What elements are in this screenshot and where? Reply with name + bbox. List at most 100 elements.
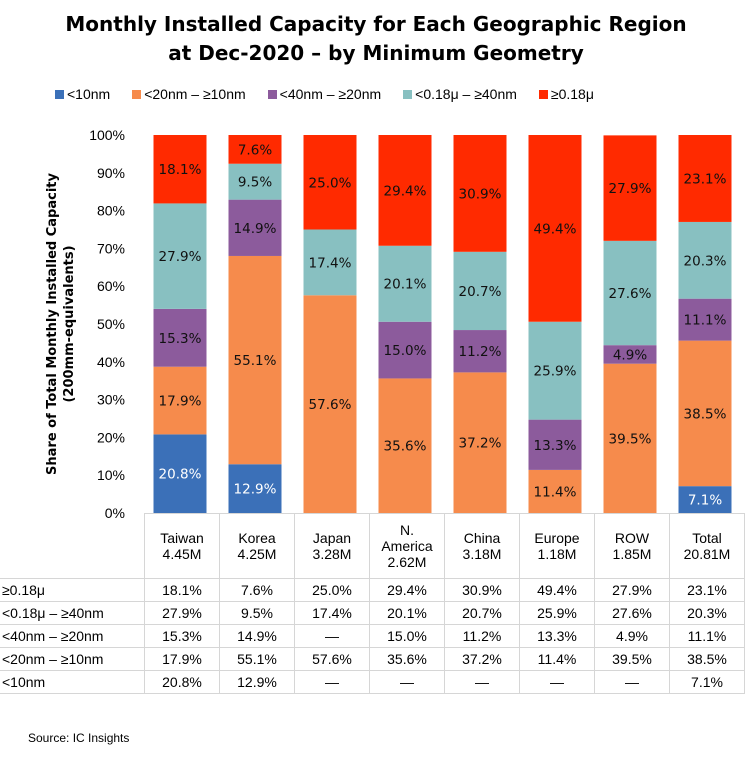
table-cell: 18.1% — [144, 578, 220, 602]
data-label: 4.9% — [613, 347, 647, 363]
bar-segment — [378, 321, 432, 379]
table-cell: 25.9% — [519, 601, 595, 625]
data-label: 23.1% — [684, 171, 727, 187]
data-label: 49.4% — [534, 221, 577, 237]
table-row: ≥0.18μ 18.1% 7.6% 25.0% 29.4% 30.9% 49.4% 27.9%… — [0, 578, 745, 602]
legend-item: <10nm — [55, 86, 110, 102]
data-label: 20.3% — [684, 253, 727, 269]
bar-segment — [303, 229, 357, 296]
y-tick-label: 100% — [89, 127, 125, 143]
bar-segment — [153, 434, 207, 513]
table-cell: 12.9% — [219, 670, 295, 694]
table-cell: 27.9% — [144, 601, 220, 625]
bar-segment — [603, 240, 657, 346]
data-label: 30.9% — [459, 186, 502, 202]
bar-segment — [378, 135, 432, 246]
table-cell: 35.6% — [369, 647, 445, 671]
bar-segment — [528, 321, 582, 420]
legend-swatch — [55, 89, 64, 99]
table-cell: — — [444, 670, 520, 694]
table-cell: 55.1% — [219, 647, 295, 671]
bar-segment — [603, 135, 657, 241]
legend-swatch — [132, 89, 142, 99]
table-row: <20nm – ≥10nm 17.9% 55.1% 57.6% 35.6% 37.2% 11… — [0, 647, 745, 671]
table-row: <10nm 20.8% 12.9% — — — — —7.1% — [0, 670, 745, 694]
category-label-line: 3.18M — [462, 546, 502, 562]
category-label: China 3.18M — [444, 513, 520, 579]
legend-label: <20nm – ≥10nm — [144, 86, 246, 102]
bar-segment — [303, 295, 357, 513]
bar-segment — [228, 135, 282, 164]
category-label-line: America — [381, 538, 433, 554]
table-cell: 11.4% — [519, 647, 595, 671]
y-axis-label-line: Share of Total Monthly Installed Capacit… — [45, 172, 60, 474]
data-label: 13.3% — [534, 438, 577, 454]
y-tick-label: 80% — [97, 203, 125, 219]
title-line-1: Monthly Installed Capacity for Each Geog… — [65, 12, 687, 36]
data-label: 7.6% — [238, 142, 272, 158]
category-label-line: Korea — [238, 530, 276, 546]
data-label: 11.4% — [534, 484, 577, 500]
table-cell: — — [594, 670, 670, 694]
bar-segment — [603, 345, 657, 364]
bar-segment — [603, 363, 657, 513]
category-label: Total 20.81M — [669, 513, 745, 579]
table-cell: — — [369, 670, 445, 694]
y-tick-label: 30% — [97, 392, 125, 408]
bar-segment — [678, 135, 732, 222]
table-cell: 11.2% — [444, 624, 520, 648]
chart-title: Monthly Installed Capacity for Each Geog… — [0, 10, 752, 68]
category-label-line: China — [463, 530, 501, 546]
y-tick-label: 90% — [97, 165, 125, 181]
bar-segment — [303, 135, 357, 230]
table-cell: 7.1% — [669, 670, 745, 694]
table-cell: — — [519, 670, 595, 694]
table-cell: 30.9% — [444, 578, 520, 602]
bar-segment — [153, 366, 207, 435]
category-label-line: 1.18M — [537, 546, 577, 562]
table-corner — [0, 513, 145, 579]
data-label: 27.9% — [609, 181, 652, 197]
bar-segment — [678, 340, 732, 487]
table-cell: 11.1% — [669, 624, 745, 648]
table-cell: 15.3% — [144, 624, 220, 648]
legend-item: <20nm – ≥10nm — [132, 86, 246, 102]
category-label-line: Taiwan — [160, 530, 204, 546]
bar-segment — [378, 378, 432, 513]
table-cell: 39.5% — [594, 647, 670, 671]
y-tick-label: 40% — [97, 354, 125, 370]
data-label: 7.1% — [688, 493, 722, 509]
y-axis-label: Share of Total Monthly Installed Capacit… — [45, 172, 77, 474]
data-label: 9.5% — [238, 175, 272, 191]
data-label: 25.0% — [309, 175, 352, 191]
table-cell: 15.0% — [369, 624, 445, 648]
data-label: 18.1% — [159, 162, 202, 178]
bar-segment — [378, 245, 432, 322]
bar-segment — [453, 251, 507, 331]
table-cell: 7.6% — [219, 578, 295, 602]
category-label: N. America 2.62M — [369, 513, 445, 579]
data-label: 27.9% — [159, 249, 202, 265]
table-cell: 4.9% — [594, 624, 670, 648]
category-label-line: 3.28M — [312, 546, 352, 562]
row-label: ≥0.18μ — [0, 578, 145, 602]
legend-swatch — [403, 89, 413, 99]
data-label: 35.6% — [384, 439, 427, 455]
table-cell: 27.9% — [594, 578, 670, 602]
category-label-line: 20.81M — [683, 546, 731, 562]
table-cell: 17.4% — [294, 601, 370, 625]
y-tick-label: 20% — [97, 429, 125, 445]
bar-segment — [153, 308, 207, 367]
data-label: 17.4% — [309, 255, 352, 271]
source-note: Source: IC Insights — [28, 731, 130, 745]
y-tick-label: 10% — [97, 467, 125, 483]
bar-segment — [228, 199, 282, 256]
bar-segment — [528, 419, 582, 470]
table-cell: — — [294, 624, 370, 648]
data-label: 20.8% — [159, 467, 202, 483]
category-label: Taiwan 4.45M — [144, 513, 220, 579]
data-label: 11.2% — [459, 344, 502, 360]
bar-segment — [153, 203, 207, 309]
y-tick-label: 60% — [97, 278, 125, 294]
bar-segment — [228, 255, 282, 465]
